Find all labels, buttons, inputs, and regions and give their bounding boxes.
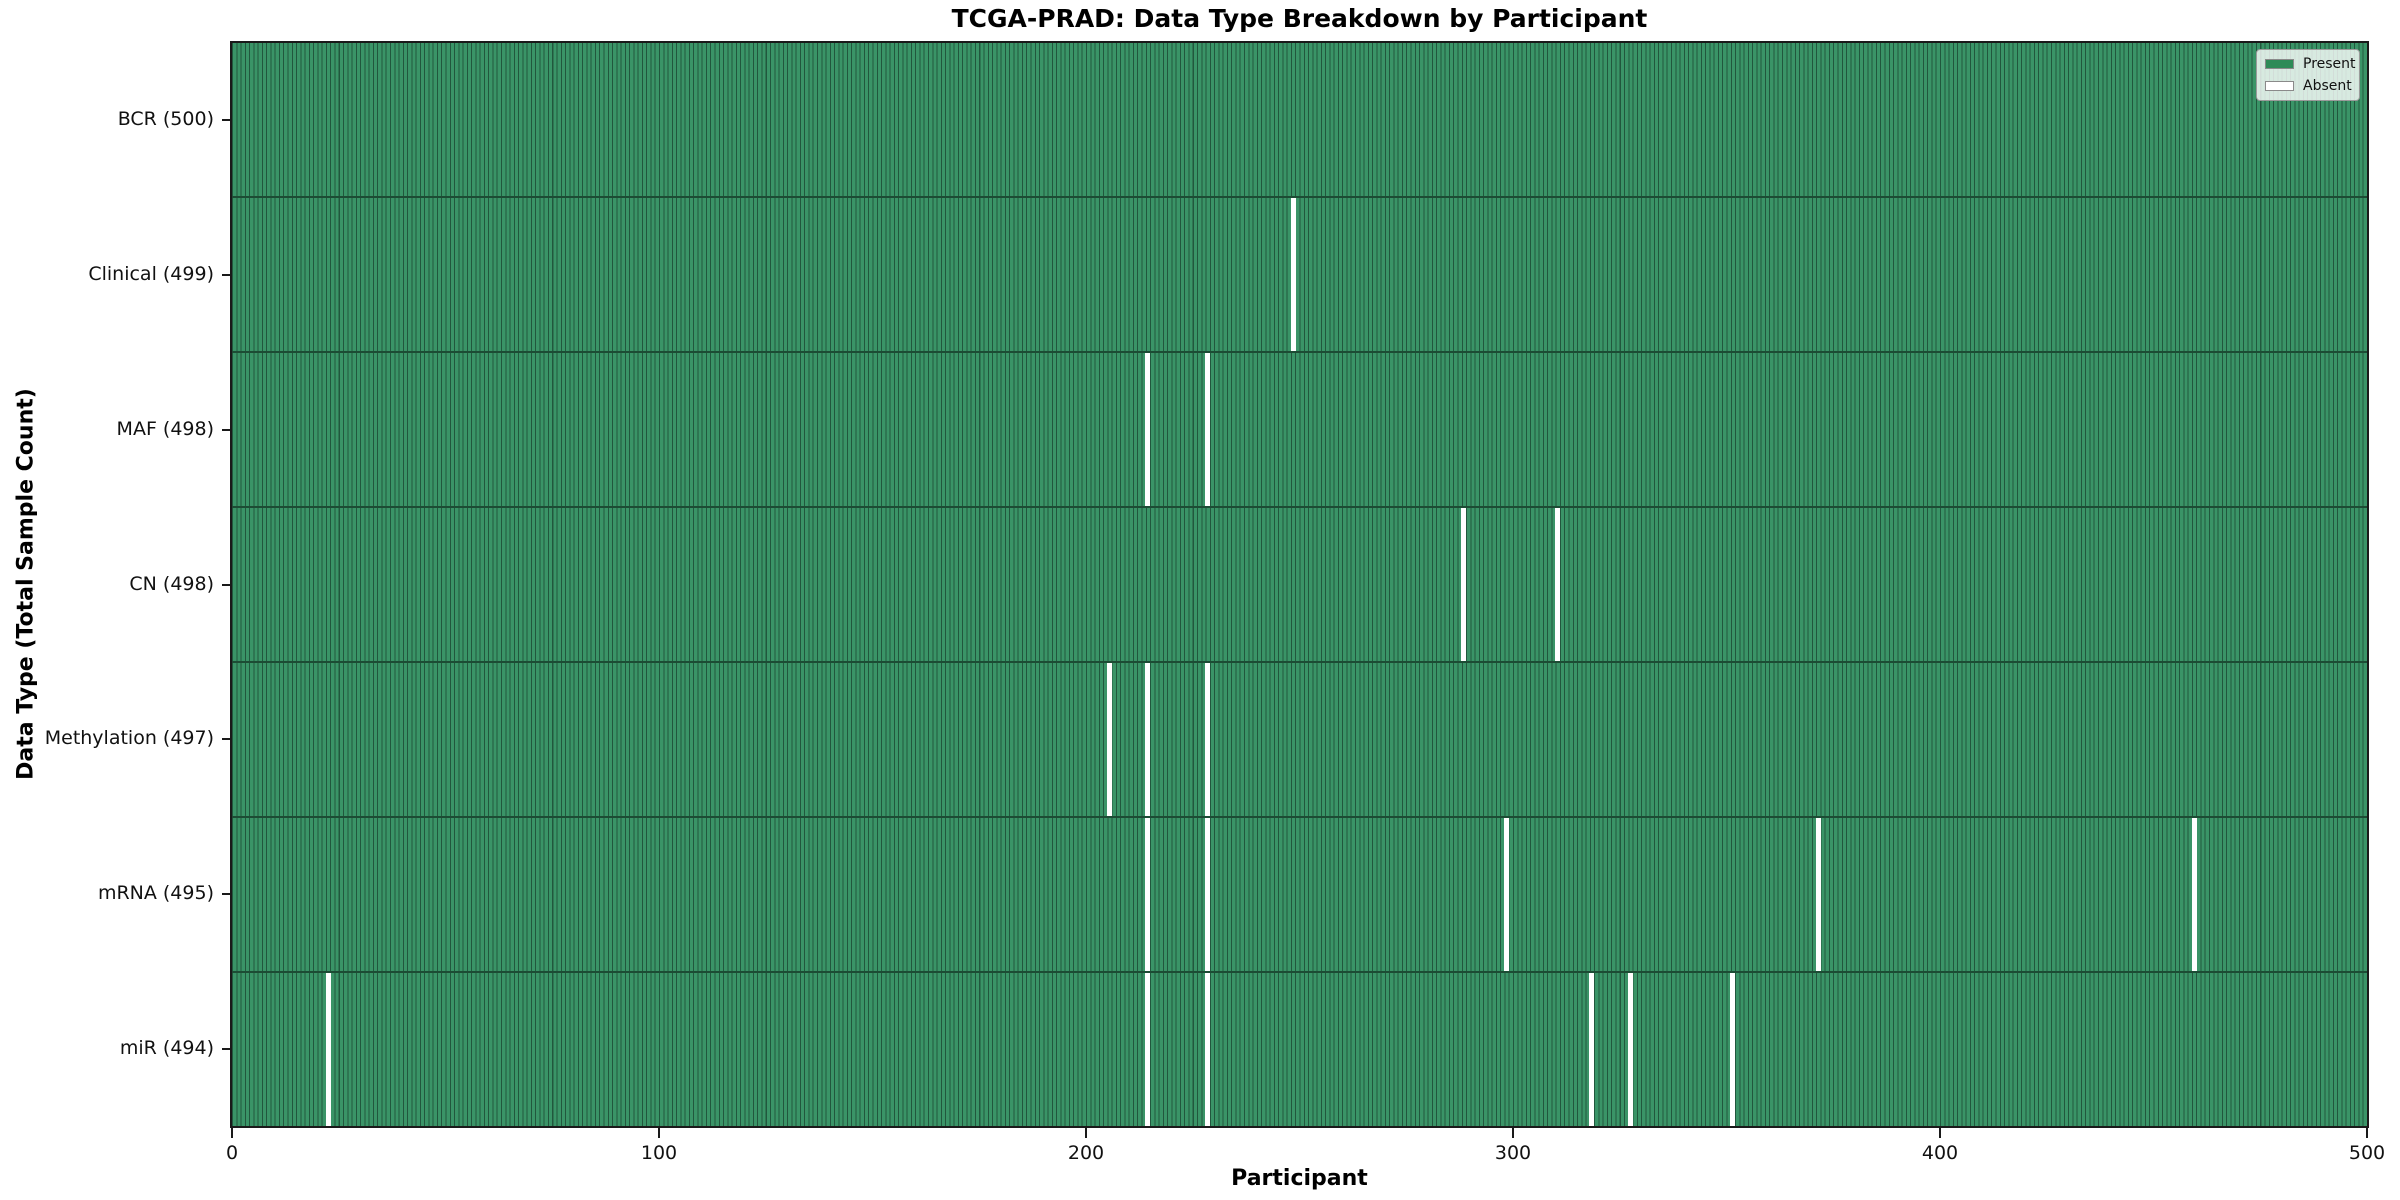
absent-gap (1627, 973, 1633, 1126)
absent-gap (1145, 973, 1151, 1126)
y-tick-mark (222, 1047, 232, 1050)
legend-swatch-absent (2265, 81, 2294, 91)
y-tick-label: Clinical (499) (88, 263, 214, 286)
absent-gap (1205, 353, 1211, 506)
x-tick-mark (658, 1128, 660, 1138)
absent-gap (1290, 198, 1296, 351)
absent-gap (1815, 818, 1821, 971)
legend-item-absent: Absent (2265, 78, 2352, 94)
y-tick-label: MAF (498) (116, 417, 214, 440)
absent-gap (1106, 663, 1112, 816)
absent-gap (1555, 508, 1561, 661)
heatmap-row-methylation (232, 661, 2367, 816)
y-tick-mark (222, 274, 232, 277)
absent-gap (1504, 818, 1510, 971)
y-tick-mark (222, 738, 232, 741)
x-tick-mark (1939, 1128, 1941, 1138)
legend-label: Absent (2303, 78, 2352, 94)
x-tick-label: 300 (1494, 1142, 1532, 1164)
heatmap-rows (232, 43, 2367, 1126)
y-tick-label: Methylation (497) (44, 727, 214, 750)
legend: Present Absent (2256, 49, 2360, 101)
legend-item-present: Present (2265, 56, 2356, 72)
absent-gap (1205, 818, 1211, 971)
x-tick-mark (231, 1128, 233, 1138)
chart-title: TCGA-PRAD: Data Type Breakdown by Partic… (951, 4, 1648, 33)
absent-gap (1461, 508, 1467, 661)
y-tick-label: miR (494) (119, 1036, 214, 1059)
heatmap-row-mir (232, 971, 2367, 1126)
heatmap-row-bcr (232, 43, 2367, 196)
absent-gap (1730, 973, 1736, 1126)
heatmap-row-maf (232, 351, 2367, 506)
plot-area: Present Absent (230, 41, 2369, 1128)
heatmap-row-clinical (232, 196, 2367, 351)
x-tick-label: 400 (1921, 1142, 1959, 1164)
legend-swatch-present (2265, 59, 2294, 69)
x-tick-label: 100 (640, 1142, 678, 1164)
x-tick-mark (2366, 1128, 2368, 1138)
x-tick-label: 200 (1067, 1142, 1105, 1164)
y-tick-label: CN (498) (129, 572, 214, 595)
absent-gap (1145, 663, 1151, 816)
absent-gap (1205, 663, 1211, 816)
x-tick-mark (1512, 1128, 1514, 1138)
x-tick-label: 0 (225, 1142, 239, 1164)
absent-gap (1589, 973, 1595, 1126)
absent-gap (325, 973, 331, 1126)
x-tick-mark (1085, 1128, 1087, 1138)
y-axis-title: Data Type (Total Sample Count) (13, 388, 39, 780)
y-tick-mark (222, 119, 232, 122)
y-tick-label: BCR (500) (117, 108, 214, 131)
heatmap-row-cn (232, 506, 2367, 661)
legend-label: Present (2303, 56, 2356, 72)
x-tick-label: 500 (2348, 1142, 2386, 1164)
y-tick-mark (222, 428, 232, 431)
y-tick-label: mRNA (495) (97, 881, 214, 904)
y-tick-mark (222, 892, 232, 895)
x-axis-title: Participant (1231, 1166, 1368, 1191)
absent-gap (2191, 818, 2197, 971)
absent-gap (1145, 818, 1151, 971)
y-tick-mark (222, 583, 232, 586)
absent-gap (1145, 353, 1151, 506)
heatmap-row-mrna (232, 816, 2367, 971)
absent-gap (1205, 973, 1211, 1126)
